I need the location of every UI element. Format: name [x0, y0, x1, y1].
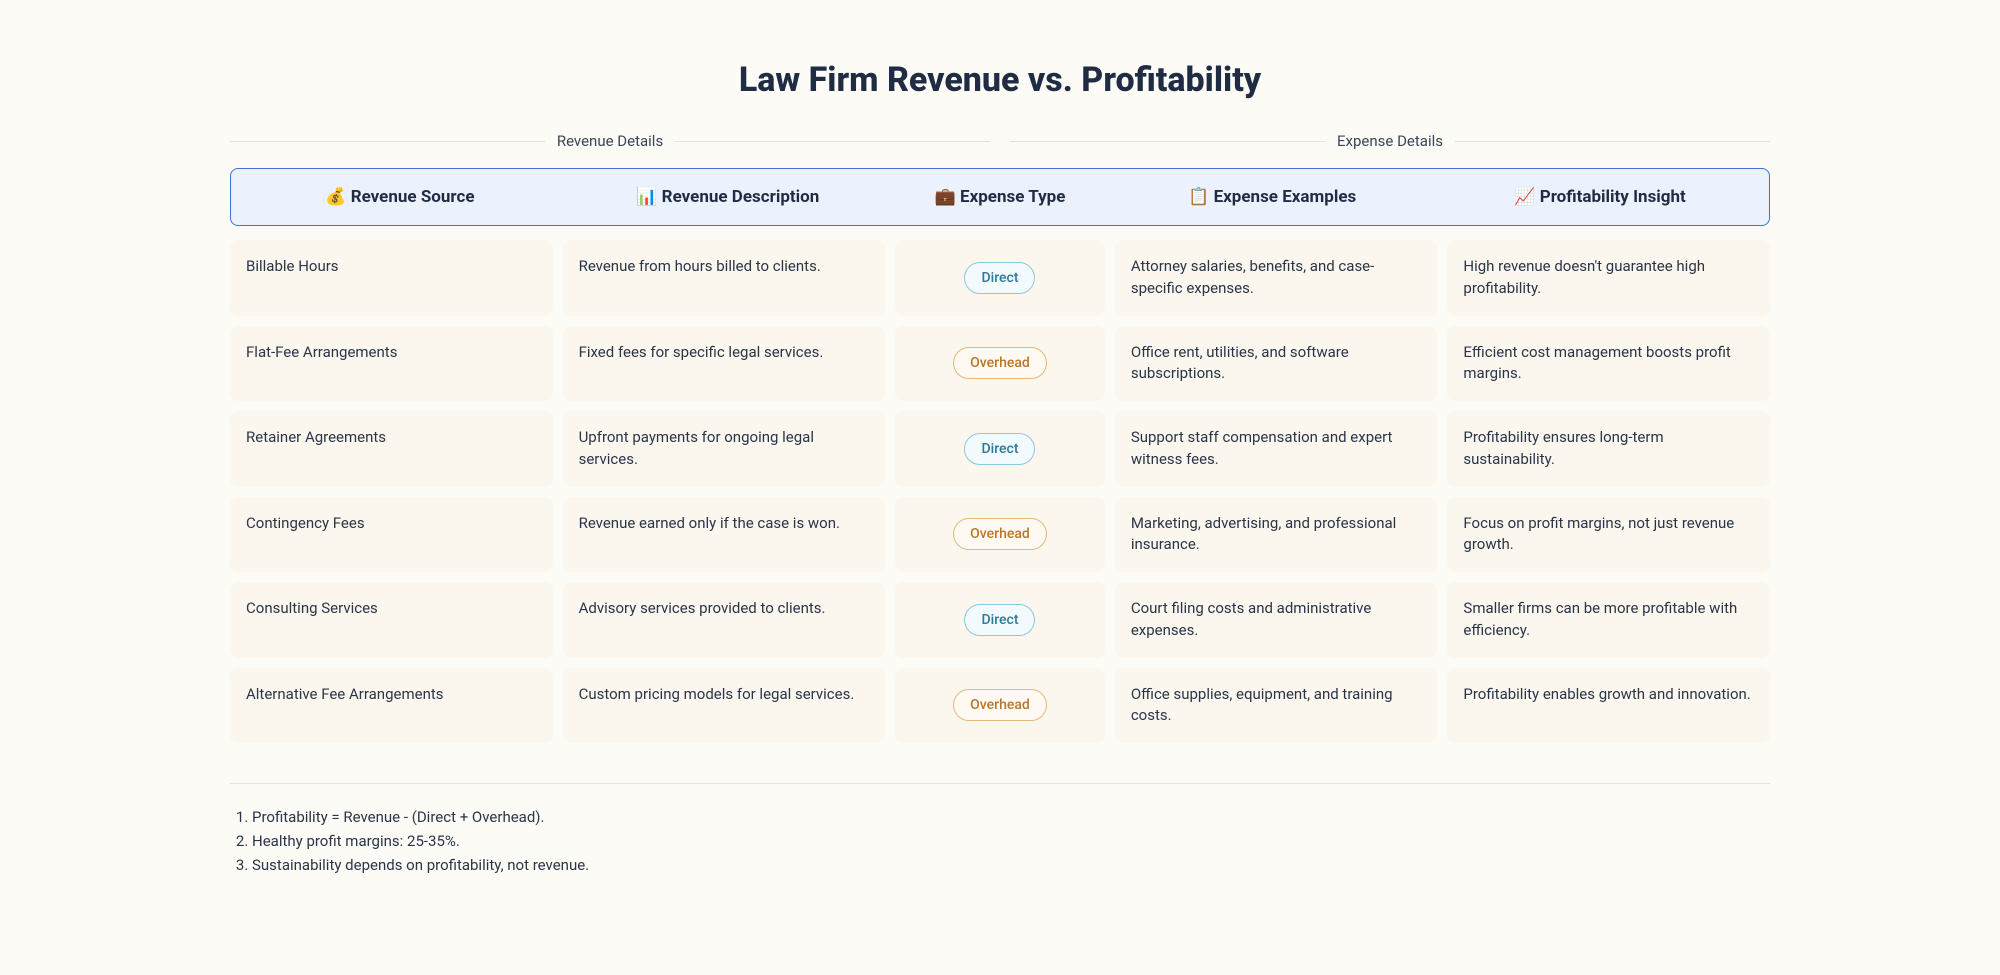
cell-source: Billable Hours: [230, 240, 553, 316]
col-label: Expense Examples: [1214, 187, 1357, 207]
cell-desc: Fixed fees for specific legal services.: [563, 326, 886, 402]
section-labels: Revenue Details Expense Details: [230, 132, 1770, 150]
cell-examples: Attorney salaries, benefits, and case-sp…: [1115, 240, 1438, 316]
col-expense-type: 💼 Expense Type: [897, 187, 1104, 207]
cell-insight: Profitability enables growth and innovat…: [1447, 668, 1770, 744]
footer-notes: Profitability = Revenue - (Direct + Over…: [230, 783, 1770, 874]
chart-icon: 📊: [636, 187, 657, 207]
col-expense-examples: 📋 Expense Examples: [1113, 187, 1431, 207]
expense-pill: Direct: [964, 604, 1035, 636]
divider-line: [1010, 141, 1325, 142]
table-row: Contingency FeesRevenue earned only if t…: [230, 497, 1770, 573]
notes-list: Profitability = Revenue - (Direct + Over…: [230, 808, 1770, 874]
cell-desc: Custom pricing models for legal services…: [563, 668, 886, 744]
divider-line: [230, 141, 545, 142]
section-label-right: Expense Details: [1337, 132, 1443, 150]
col-profitability: 📈 Profitability Insight: [1441, 187, 1759, 207]
cell-examples: Support staff compensation and expert wi…: [1115, 411, 1438, 487]
col-label: Revenue Source: [351, 187, 475, 207]
cell-insight: High revenue doesn't guarantee high prof…: [1447, 240, 1770, 316]
expense-pill: Direct: [964, 433, 1035, 465]
expense-pill: Overhead: [953, 518, 1047, 550]
cell-examples: Office rent, utilities, and software sub…: [1115, 326, 1438, 402]
col-label: Profitability Insight: [1540, 187, 1686, 207]
table-row: Billable HoursRevenue from hours billed …: [230, 240, 1770, 316]
cell-desc: Revenue earned only if the case is won.: [563, 497, 886, 573]
col-label: Expense Type: [960, 187, 1065, 207]
cell-examples: Court filing costs and administrative ex…: [1115, 582, 1438, 658]
expense-pill: Overhead: [953, 347, 1047, 379]
cell-examples: Office supplies, equipment, and training…: [1115, 668, 1438, 744]
cell-source: Consulting Services: [230, 582, 553, 658]
cell-source: Retainer Agreements: [230, 411, 553, 487]
divider-line: [675, 141, 990, 142]
expense-pill: Overhead: [953, 689, 1047, 721]
cell-examples: Marketing, advertising, and professional…: [1115, 497, 1438, 573]
table-row: Consulting ServicesAdvisory services pro…: [230, 582, 1770, 658]
cell-insight: Profitability ensures long-term sustaina…: [1447, 411, 1770, 487]
section-left: Revenue Details: [230, 132, 990, 150]
cell-desc: Advisory services provided to clients.: [563, 582, 886, 658]
cell-desc: Revenue from hours billed to clients.: [563, 240, 886, 316]
section-right: Expense Details: [1010, 132, 1770, 150]
section-label-left: Revenue Details: [557, 132, 663, 150]
cell-desc: Upfront payments for ongoing legal servi…: [563, 411, 886, 487]
table-row: Flat-Fee ArrangementsFixed fees for spec…: [230, 326, 1770, 402]
cell-source: Alternative Fee Arrangements: [230, 668, 553, 744]
expense-pill: Direct: [964, 262, 1035, 294]
table-body: Billable HoursRevenue from hours billed …: [230, 240, 1770, 743]
cell-type: Overhead: [895, 497, 1105, 573]
col-label: Revenue Description: [662, 187, 820, 207]
cell-source: Flat-Fee Arrangements: [230, 326, 553, 402]
note-item: Sustainability depends on profitability,…: [252, 856, 1770, 874]
cell-type: Direct: [895, 582, 1105, 658]
col-revenue-source: 💰 Revenue Source: [241, 187, 559, 207]
page-title: Law Firm Revenue vs. Profitability: [230, 60, 1770, 100]
note-item: Healthy profit margins: 25-35%.: [252, 832, 1770, 850]
money-icon: 💰: [325, 187, 346, 207]
cell-insight: Smaller firms can be more profitable wit…: [1447, 582, 1770, 658]
note-item: Profitability = Revenue - (Direct + Over…: [252, 808, 1770, 826]
cell-type: Overhead: [895, 326, 1105, 402]
cell-type: Direct: [895, 240, 1105, 316]
page-container: Law Firm Revenue vs. Profitability Reven…: [230, 60, 1770, 874]
table-header: 💰 Revenue Source 📊 Revenue Description 💼…: [230, 168, 1770, 226]
divider-line: [1455, 141, 1770, 142]
table-row: Alternative Fee ArrangementsCustom prici…: [230, 668, 1770, 744]
cell-type: Direct: [895, 411, 1105, 487]
clipboard-icon: 📋: [1188, 187, 1209, 207]
trend-icon: 📈: [1514, 187, 1535, 207]
col-revenue-desc: 📊 Revenue Description: [569, 187, 887, 207]
cell-insight: Focus on profit margins, not just revenu…: [1447, 497, 1770, 573]
cell-type: Overhead: [895, 668, 1105, 744]
cell-source: Contingency Fees: [230, 497, 553, 573]
table-row: Retainer AgreementsUpfront payments for …: [230, 411, 1770, 487]
cell-insight: Efficient cost management boosts profit …: [1447, 326, 1770, 402]
briefcase-icon: 💼: [935, 187, 956, 207]
